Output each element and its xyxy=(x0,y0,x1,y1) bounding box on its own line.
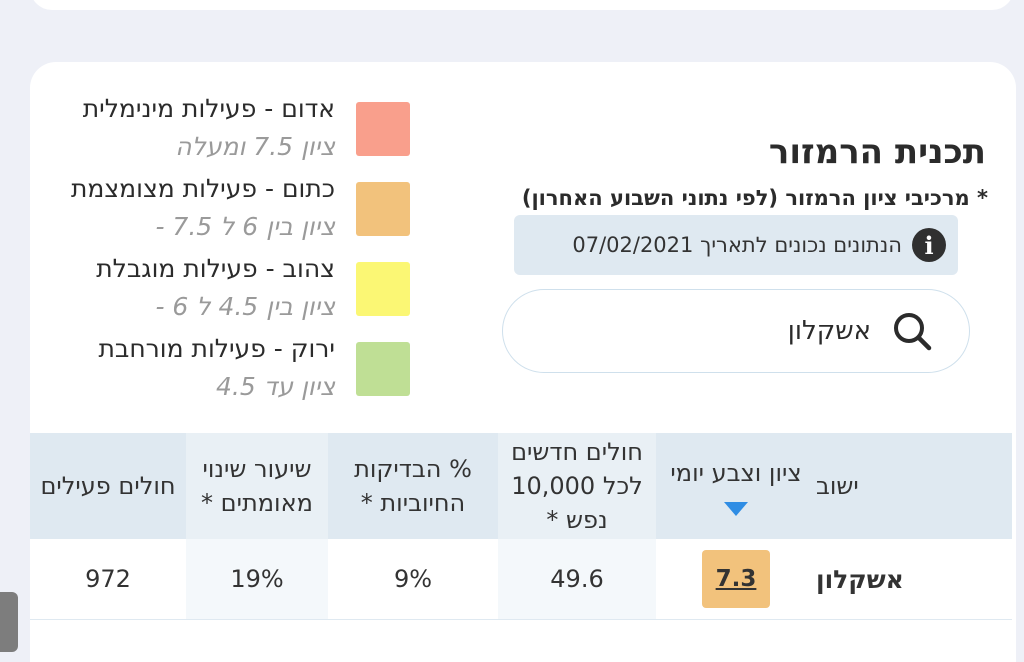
legend-label: כתום - פעילות מצומצמת xyxy=(70,174,335,203)
traffic-light-card: תכנית הרמזור * מרכיבי ציון הרמזור (לפי נ… xyxy=(30,62,1016,662)
page-title: תכנית הרמזור xyxy=(768,132,986,172)
search-field[interactable] xyxy=(502,289,970,373)
header-change-rate[interactable]: שיעור שינוי מאומתים * xyxy=(186,433,328,539)
cities-table: ישוב ציון וצבע יומי חולים חדשים לכל 10,0… xyxy=(30,433,1012,620)
legend-swatch-orange xyxy=(356,182,410,236)
header-active-cases[interactable]: חולים פעילים xyxy=(40,472,176,500)
legend-range: ציון בין 4.5 ל 6 - xyxy=(155,292,335,321)
legend-range: ציון 7.5 ומעלה xyxy=(175,132,335,161)
info-icon[interactable]: i xyxy=(912,228,946,262)
scrollbar-handle[interactable] xyxy=(0,592,18,652)
cell-score: 7.3 xyxy=(656,539,816,619)
previous-card xyxy=(30,0,1014,10)
legend-swatch-red xyxy=(356,102,410,156)
legend-label: אדום - פעילות מינימלית xyxy=(82,94,335,123)
date-text: הנתונים נכונים לתאריך 07/02/2021 xyxy=(572,233,902,257)
table-header-row: ישוב ציון וצבע יומי חולים חדשים לכל 10,0… xyxy=(30,433,1012,539)
legend-item-orange: כתום - פעילות מצומצמת ציון בין 6 ל 7.5 - xyxy=(30,170,430,250)
legend-item-yellow: צהוב - פעילות מוגבלת ציון בין 4.5 ל 6 - xyxy=(30,250,430,330)
header-score[interactable]: ציון וצבע יומי xyxy=(656,433,816,539)
legend-label: ירוק - פעילות מורחבת xyxy=(98,334,335,363)
legend-swatch-green xyxy=(356,342,410,396)
date-note: i הנתונים נכונים לתאריך 07/02/2021 xyxy=(514,215,958,275)
header-score-label: ציון וצבע יומי xyxy=(670,459,802,487)
legend-range: ציון בין 6 ל 7.5 - xyxy=(155,212,335,241)
header-new-cases[interactable]: חולים חדשים לכל 10,000 נפש * xyxy=(498,433,656,539)
legend-item-green: ירוק - פעילות מורחבת ציון עד 4.5 xyxy=(30,330,430,410)
search-icon[interactable] xyxy=(891,310,933,352)
table-row[interactable]: אשקלון 7.3 49.6 9% 19% 972 xyxy=(30,539,1012,620)
header-town[interactable]: ישוב xyxy=(816,472,859,500)
sort-down-icon[interactable] xyxy=(724,502,748,516)
legend-swatch-yellow xyxy=(356,262,410,316)
cell-positive-tests: 9% xyxy=(393,565,433,593)
cell-new-cases: 49.6 xyxy=(498,539,656,619)
subtitle: * מרכיבי ציון הרמזור (לפי נתוני השבוע הא… xyxy=(521,186,988,210)
cell-active-cases: 972 xyxy=(85,565,131,593)
legend-range: ציון עד 4.5 xyxy=(215,372,335,401)
search-input[interactable] xyxy=(569,315,873,347)
header-positive-tests[interactable]: % הבדיקות החיוביות * xyxy=(354,455,472,517)
score-badge[interactable]: 7.3 xyxy=(702,550,770,608)
legend-item-red: אדום - פעילות מינימלית ציון 7.5 ומעלה xyxy=(30,90,430,170)
cell-town: אשקלון xyxy=(816,564,904,594)
legend-label: צהוב - פעילות מוגבלת xyxy=(96,254,335,283)
legend: אדום - פעילות מינימלית ציון 7.5 ומעלה כת… xyxy=(30,90,430,410)
cell-change-rate: 19% xyxy=(186,539,328,619)
